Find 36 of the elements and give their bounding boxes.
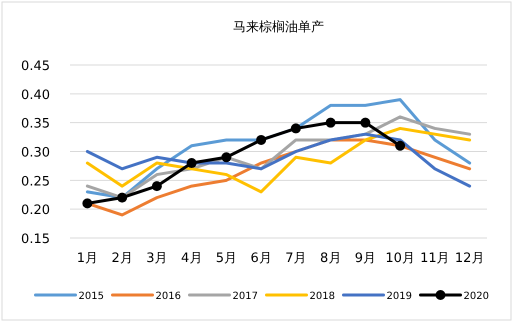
legend-label: 2018 bbox=[310, 291, 335, 302]
y-tick-label: 0.15 bbox=[21, 232, 50, 247]
y-tick-label: 0.25 bbox=[21, 174, 50, 190]
point bbox=[290, 123, 301, 134]
legend-label: 2020 bbox=[464, 291, 489, 302]
point bbox=[186, 158, 197, 168]
legend-label: 2015 bbox=[78, 291, 104, 302]
x-tick-label: 5月 bbox=[216, 251, 238, 266]
point bbox=[82, 198, 92, 208]
legend-label: 2019 bbox=[386, 291, 412, 302]
legend-label: 2017 bbox=[232, 291, 258, 302]
y-tick-label: 0.20 bbox=[21, 203, 50, 218]
x-tick-label: 8月 bbox=[320, 251, 342, 266]
x-tick-label: 2月 bbox=[111, 251, 133, 266]
point bbox=[360, 118, 370, 128]
x-tick-label: 12月 bbox=[454, 251, 484, 266]
x-tick-label: 10月 bbox=[385, 251, 415, 266]
x-tick-label: 7月 bbox=[285, 251, 307, 266]
point bbox=[117, 192, 128, 203]
legend-label: 2016 bbox=[156, 291, 181, 302]
point bbox=[395, 140, 406, 151]
chart-title: 马来棕榈油单产 bbox=[233, 20, 324, 35]
x-tick-label: 4月 bbox=[180, 251, 202, 266]
x-tick-label: 6月 bbox=[250, 251, 272, 266]
y-tick-label: 0.40 bbox=[21, 88, 50, 103]
y-tick-label: 0.35 bbox=[21, 116, 50, 132]
point bbox=[256, 134, 266, 145]
x-tick-label: 3月 bbox=[146, 251, 168, 266]
y-tick-label: 0.30 bbox=[21, 146, 50, 160]
point bbox=[221, 152, 232, 162]
x-tick-label: 9月 bbox=[354, 251, 376, 266]
x-tick-label: 1月 bbox=[76, 251, 98, 266]
point bbox=[152, 181, 162, 192]
x-tick-label: 11月 bbox=[420, 251, 450, 266]
y-tick-label: 0.45 bbox=[21, 59, 50, 74]
point bbox=[326, 118, 336, 128]
